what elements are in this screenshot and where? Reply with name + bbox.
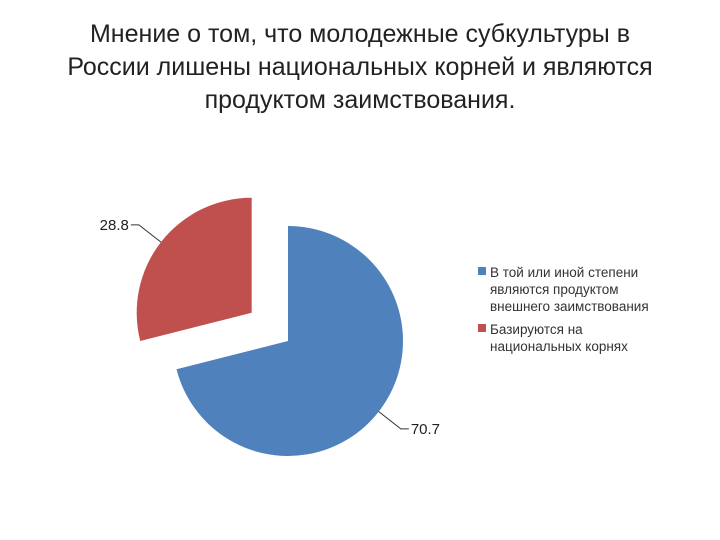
data-label-1: 28.8 [100, 217, 129, 234]
chart-legend: В той или иной степени являются продукто… [478, 264, 678, 361]
legend-label-external-line-3: внешнего заимствования [490, 299, 649, 314]
chart-title-line-2: России лишены национальных корней и явля… [67, 53, 653, 81]
leader-line-1 [130, 224, 162, 243]
chart-title: Мнение о том, что молодежные субкультуры… [40, 18, 680, 117]
data-label-0: 70.7 [411, 421, 440, 438]
legend-swatch-external [478, 267, 486, 275]
chart-title-line-1: Мнение о том, что молодежные субкультуры… [89, 20, 630, 48]
legend-item-external: В той или иной степени являются продукто… [478, 264, 678, 315]
legend-label-external-line-1: В той или иной степени [490, 265, 639, 280]
legend-label-national-line-2: национальных корнях [490, 339, 628, 354]
chart-title-line-3: продуктом заимствования. [204, 86, 516, 114]
legend-item-national: Базируются на национальных корнях [478, 321, 678, 355]
legend-label-external-line-2: являются продуктом [490, 282, 619, 297]
legend-swatch-national [478, 324, 486, 332]
leader-line-0 [378, 411, 409, 430]
legend-label-national-line-1: Базируются на [490, 322, 583, 337]
pie-slice-1 [136, 197, 252, 341]
pie-slice-0 [176, 226, 404, 457]
